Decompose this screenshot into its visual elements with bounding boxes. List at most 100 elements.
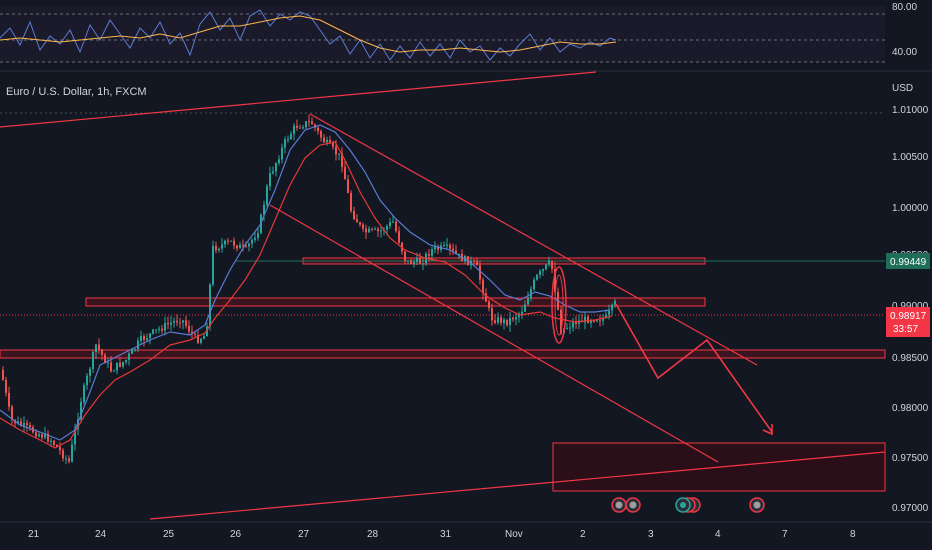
candle-body: [344, 167, 346, 180]
candle-body: [152, 329, 154, 334]
candle-body: [584, 316, 586, 323]
candle-body: [548, 260, 550, 265]
candle-body: [527, 298, 529, 305]
candle-body: [281, 147, 283, 160]
economic-event-flag-icon[interactable]: [749, 497, 765, 513]
candle-body: [332, 143, 334, 147]
candle-body: [596, 320, 598, 322]
moving-average-fast: [0, 124, 611, 441]
price-axis[interactable]: 1.01000 1.00500 1.00000 0.99500 0.99000 …: [886, 105, 930, 514]
time-tick: 26: [230, 529, 242, 540]
price-tick: 0.99000: [892, 301, 929, 312]
candle-body: [305, 121, 307, 128]
candle-body: [362, 224, 364, 229]
candle-body: [374, 228, 376, 230]
rsi-axis-label-40: 40.00: [892, 47, 917, 58]
candle-body: [608, 310, 610, 315]
candle-body: [371, 228, 373, 230]
candle-body: [89, 368, 91, 376]
candle-body: [278, 159, 280, 164]
price-tick: 1.01000: [892, 105, 929, 116]
candle-body: [500, 317, 502, 324]
last-price-value: 0.98917: [890, 311, 927, 322]
candle-body: [98, 344, 100, 350]
candle-body: [335, 146, 337, 155]
candle-body: [113, 370, 115, 372]
candle-body: [200, 338, 202, 343]
currency-label: USD: [892, 83, 913, 94]
candle-body: [224, 240, 226, 245]
candle-body: [44, 433, 46, 438]
rsi-signal-line: [0, 15, 617, 53]
upper-trendline[interactable]: [0, 71, 597, 128]
candle-body: [575, 322, 577, 325]
candle-body: [185, 320, 187, 326]
support-zone[interactable]: [0, 349, 886, 359]
candle-body: [218, 248, 220, 251]
candle-body: [107, 362, 109, 364]
candle-body: [164, 322, 166, 331]
rsi-line: [0, 9, 617, 61]
candle-body: [509, 317, 511, 325]
time-tick: 2: [580, 529, 586, 540]
long-support-trendline[interactable]: [149, 451, 886, 520]
candle-body: [368, 228, 370, 233]
time-tick: 24: [95, 529, 107, 540]
candle-body: [230, 240, 232, 242]
candle-body: [203, 336, 205, 339]
candle-body: [542, 269, 544, 272]
candle-body: [179, 322, 181, 324]
candle-body: [524, 304, 526, 312]
candle-body: [155, 329, 157, 331]
candle-body: [167, 322, 169, 325]
candle-body: [434, 246, 436, 250]
candle-body: [350, 192, 352, 212]
candle-body: [74, 429, 76, 445]
candle-body: [452, 248, 454, 251]
economic-event-icons[interactable]: [611, 497, 765, 513]
economic-event-flag-icon[interactable]: [625, 497, 641, 513]
time-tick: 25: [163, 529, 175, 540]
candle-body: [134, 348, 136, 350]
candle-body: [125, 359, 127, 362]
projected-price-path[interactable]: [615, 303, 773, 433]
candle-body: [395, 221, 397, 232]
highlight-ellipse[interactable]: [551, 266, 567, 344]
candle-body: [290, 133, 292, 140]
candle-body: [5, 379, 7, 393]
candle-body: [539, 271, 541, 275]
candle-body: [521, 311, 523, 314]
candle-body: [473, 260, 475, 262]
economic-event-flag-icon[interactable]: [675, 497, 691, 513]
candle-body: [533, 279, 535, 290]
candle-body: [269, 173, 271, 187]
candle-body: [410, 260, 412, 264]
candle-body: [245, 245, 247, 247]
candle-body: [26, 422, 28, 425]
price-tick: 1.00000: [892, 203, 929, 214]
candle-body: [449, 244, 451, 249]
candle-body: [446, 244, 448, 246]
resistance-zone-middle[interactable]: [85, 297, 706, 307]
time-axis[interactable]: 21 24 25 26 27 28 31 Nov 2 3 4 7 8: [28, 529, 856, 540]
candle-body: [146, 338, 148, 341]
candle-body: [188, 325, 190, 332]
candle-countdown: 33:57: [893, 324, 918, 335]
candle-body: [347, 179, 349, 193]
candle-body: [53, 440, 55, 445]
economic-event-flag-icon[interactable]: [611, 497, 627, 513]
candle-body: [416, 258, 418, 262]
candle-body: [365, 228, 367, 233]
channel-upper-line[interactable]: [309, 113, 758, 366]
symbol-title: Euro / U.S. Dollar, 1h, FXCM: [6, 86, 147, 98]
candle-body: [68, 458, 70, 462]
time-tick: 8: [850, 529, 856, 540]
price-tick: 0.98500: [892, 353, 929, 364]
level-price-badge-text: 0.99449: [890, 257, 927, 268]
candle-body: [338, 153, 340, 155]
candle-body: [197, 334, 199, 343]
candle-body: [317, 127, 319, 131]
channel-lower-line[interactable]: [269, 204, 719, 463]
moving-average-slow: [0, 141, 613, 449]
